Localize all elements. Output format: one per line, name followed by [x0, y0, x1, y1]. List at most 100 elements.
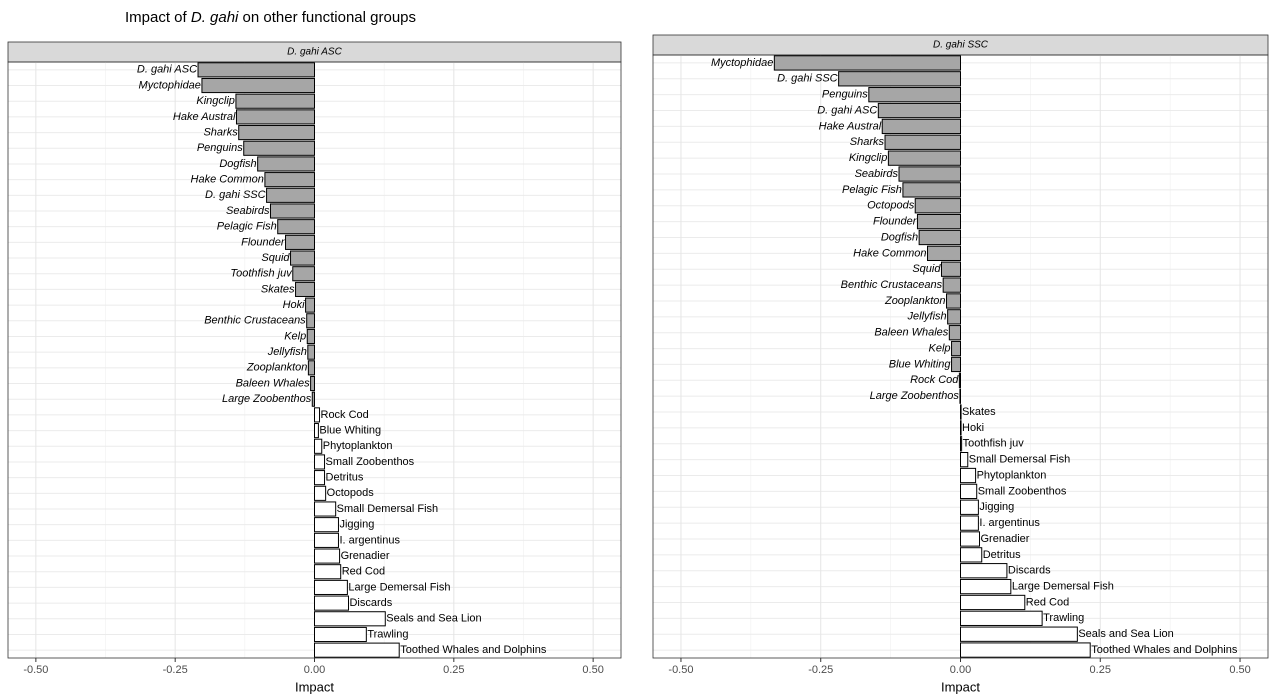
bar-label: Rock Cod [910, 374, 959, 386]
bar-label: Hake Austral [173, 111, 236, 123]
bar [960, 452, 969, 468]
bar-label: I. argentinus [339, 534, 400, 546]
bar [951, 340, 962, 357]
bar-label: Jigging [339, 519, 374, 531]
bar-label: Zooplankton [884, 295, 946, 307]
bar [285, 234, 316, 250]
x-tick-label: -0.25 [163, 664, 188, 676]
bar-label: Phytoplankton [977, 469, 1047, 481]
bar [306, 313, 315, 329]
bar [314, 407, 321, 423]
bar [960, 483, 978, 500]
bar [838, 71, 961, 87]
bar [314, 611, 386, 627]
bar [877, 102, 962, 119]
bar-label: Dogfish [881, 231, 918, 243]
bar [887, 150, 961, 166]
bar-label: Large Zoobenthos [870, 390, 960, 402]
bar-label: Large Demersal Fish [1012, 580, 1114, 592]
bar-label: Detritus [326, 472, 364, 484]
bar-label: Benthic Crustaceans [204, 315, 306, 327]
bar-label: Grenadier [341, 550, 390, 562]
bar [942, 277, 961, 293]
bar-label: Small Zoobenthos [978, 485, 1067, 497]
x-axis-title: Impact [295, 679, 334, 694]
bar [277, 219, 315, 235]
bar [881, 118, 962, 135]
bar [960, 531, 981, 547]
bar [960, 499, 979, 515]
bar [238, 125, 315, 141]
bar-label: Pelagic Fish [842, 184, 902, 196]
bar [960, 578, 1012, 595]
bar [959, 388, 962, 404]
bar [201, 77, 315, 94]
bar [914, 198, 961, 214]
bar-label: Rock Cod [321, 409, 369, 421]
bar [264, 172, 316, 188]
bar-label: Jellyfish [907, 311, 947, 323]
bar [940, 261, 961, 277]
bar-label: Toothed Whales and Dolphins [400, 644, 547, 656]
bar-label: Baleen Whales [236, 377, 310, 389]
bar [314, 454, 326, 470]
bar-label: Discards [349, 597, 392, 609]
bar [266, 187, 316, 203]
bar [314, 517, 339, 533]
panel-title: D. gahi ASC [287, 47, 342, 58]
bar-label: Myctophidae [711, 57, 773, 69]
x-tick-label: 0.50 [1229, 664, 1250, 676]
bar-label: Seabirds [855, 168, 899, 180]
bar-label: Octopods [867, 200, 915, 212]
bar-label: Red Cod [1026, 596, 1069, 608]
bar-label: I. argentinus [979, 517, 1040, 529]
bar-label: Toothfish juv [963, 438, 1025, 450]
title-part: on other functional groups [238, 9, 416, 26]
bar-label: Flounder [241, 236, 286, 248]
bar-label: Hake Austral [819, 120, 882, 132]
bar-label: Toothed Whales and Dolphins [1091, 644, 1238, 656]
bar-label: Seabirds [226, 205, 270, 217]
bar-label: Jellyfish [267, 346, 307, 358]
bar-label: Pelagic Fish [217, 221, 277, 233]
title-part: D. gahi [191, 9, 239, 26]
bar [946, 293, 961, 309]
bar-label: D. gahi ASC [817, 104, 877, 116]
bar [269, 203, 316, 219]
bar [960, 547, 983, 563]
bar-label: Kelp [929, 342, 951, 354]
bar-label: Jigging [979, 501, 1014, 513]
bar-label: Hoki [283, 299, 306, 311]
bar [305, 297, 316, 313]
bar [295, 281, 316, 297]
x-axis-title: Impact [941, 679, 980, 694]
panel-border [652, 54, 1269, 659]
bar [314, 626, 367, 643]
bar [960, 467, 977, 484]
bar [314, 532, 339, 548]
bar [960, 436, 963, 452]
bar [960, 626, 1078, 642]
bar-label: Squid [261, 252, 290, 264]
bar-label: Seals and Sea Lion [386, 613, 481, 625]
bar-label: Baleen Whales [874, 327, 948, 339]
bar [947, 309, 962, 325]
bar [235, 93, 315, 109]
bar [314, 579, 348, 595]
bar-label: Skates [261, 283, 295, 295]
bar-label: Penguins [822, 89, 868, 101]
bar [960, 642, 1091, 658]
bar [314, 470, 326, 486]
bar-label: D. gahi SSC [205, 189, 266, 201]
bar-label: Squid [912, 263, 941, 275]
figure-title: Impact of D. gahi on other functional gr… [125, 9, 416, 26]
bar [314, 423, 319, 439]
bar-label: Myctophidae [139, 79, 201, 91]
x-tick-label: -0.25 [808, 664, 833, 676]
bar [307, 344, 315, 360]
bar-label: Detritus [983, 549, 1021, 561]
x-tick-label: 0.00 [304, 664, 325, 676]
bar-label: Trawling [367, 628, 408, 640]
bar [948, 325, 961, 341]
